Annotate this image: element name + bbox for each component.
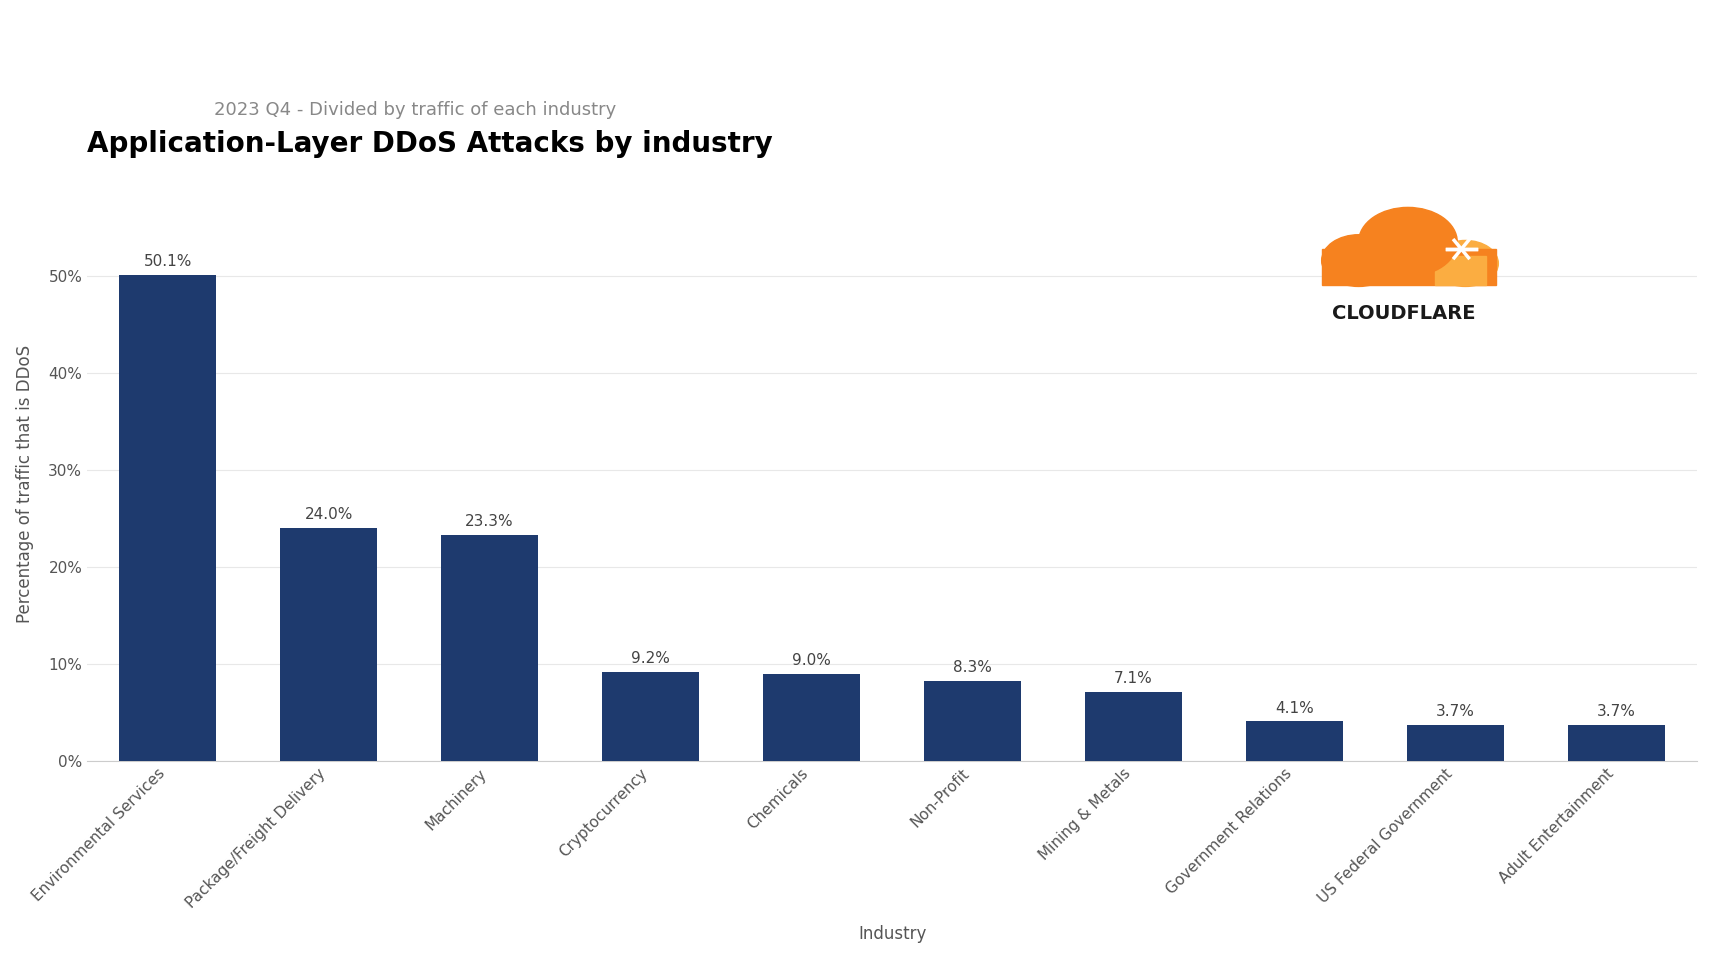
Bar	[1246, 721, 1342, 762]
Bar	[1568, 725, 1664, 762]
Text: 8.3%: 8.3%	[954, 660, 991, 674]
Text: 9.2%: 9.2%	[632, 651, 669, 666]
Text: 4.1%: 4.1%	[1275, 700, 1313, 716]
Bar	[1085, 693, 1181, 762]
Text: 2023 Q4 - Divided by traffic of each industry: 2023 Q4 - Divided by traffic of each ind…	[214, 101, 616, 119]
Text: 7.1%: 7.1%	[1115, 672, 1152, 687]
Bar	[1407, 725, 1503, 762]
Text: Application-Layer DDoS Attacks by industry: Application-Layer DDoS Attacks by indust…	[87, 130, 772, 158]
Y-axis label: Percentage of traffic that is DDoS: Percentage of traffic that is DDoS	[17, 345, 34, 624]
Circle shape	[1322, 235, 1395, 286]
Bar	[1322, 249, 1496, 285]
Bar	[120, 275, 216, 762]
Bar	[281, 528, 377, 762]
Bar	[603, 672, 698, 762]
Text: 23.3%: 23.3%	[466, 514, 514, 529]
Text: 3.7%: 3.7%	[1436, 704, 1476, 719]
Text: 50.1%: 50.1%	[144, 254, 192, 268]
Text: CLOUDFLARE: CLOUDFLARE	[1332, 305, 1476, 323]
Bar	[442, 535, 538, 762]
Bar	[924, 680, 1020, 762]
Circle shape	[1433, 240, 1498, 286]
X-axis label: Industry: Industry	[858, 925, 926, 943]
Circle shape	[1359, 208, 1457, 277]
Bar	[764, 673, 859, 762]
Bar	[1435, 256, 1486, 285]
Text: 9.0%: 9.0%	[793, 653, 830, 668]
Text: 3.7%: 3.7%	[1597, 704, 1637, 719]
Text: 24.0%: 24.0%	[305, 507, 353, 522]
